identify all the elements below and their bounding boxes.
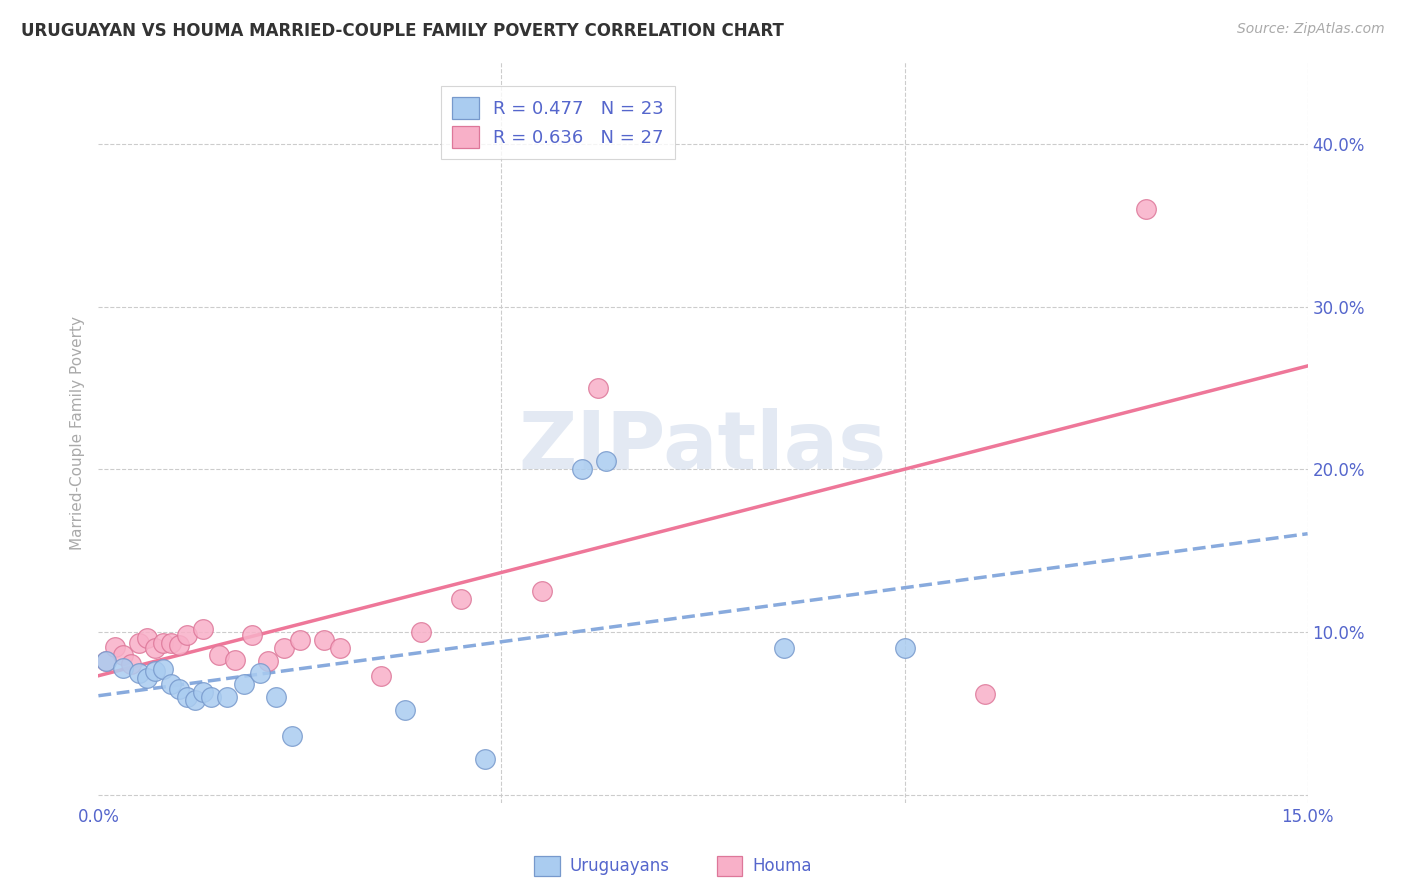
Point bbox=[111, 661, 134, 675]
Point bbox=[772, 641, 794, 656]
Point bbox=[160, 677, 183, 691]
Point bbox=[409, 624, 432, 639]
Point bbox=[1135, 202, 1157, 216]
Point bbox=[288, 633, 311, 648]
Legend: R = 0.477   N = 23, R = 0.636   N = 27: R = 0.477 N = 23, R = 0.636 N = 27 bbox=[441, 87, 675, 159]
Text: Houma: Houma bbox=[752, 857, 811, 875]
Point bbox=[135, 671, 157, 685]
Point bbox=[256, 654, 278, 668]
Point bbox=[135, 632, 157, 646]
Point bbox=[96, 654, 118, 668]
Point bbox=[128, 636, 150, 650]
Text: Uruguayans: Uruguayans bbox=[569, 857, 669, 875]
Point bbox=[167, 638, 190, 652]
Point bbox=[184, 693, 207, 707]
Point bbox=[120, 657, 142, 672]
Point bbox=[152, 636, 174, 650]
Point bbox=[176, 690, 198, 704]
Point bbox=[111, 648, 134, 662]
Point bbox=[329, 641, 352, 656]
Point bbox=[208, 648, 231, 662]
Point bbox=[96, 654, 118, 668]
Point bbox=[370, 669, 392, 683]
Point bbox=[143, 641, 166, 656]
Point bbox=[450, 592, 472, 607]
Point bbox=[176, 628, 198, 642]
Text: Source: ZipAtlas.com: Source: ZipAtlas.com bbox=[1237, 22, 1385, 37]
Point bbox=[249, 665, 271, 680]
Point bbox=[314, 633, 336, 648]
Point bbox=[394, 703, 416, 717]
Point bbox=[974, 687, 997, 701]
Point bbox=[167, 681, 190, 696]
Point bbox=[240, 628, 263, 642]
Y-axis label: Married-Couple Family Poverty: Married-Couple Family Poverty bbox=[69, 316, 84, 549]
Text: ZIPatlas: ZIPatlas bbox=[519, 409, 887, 486]
Point bbox=[152, 662, 174, 676]
Point bbox=[160, 636, 183, 650]
Point bbox=[893, 641, 915, 656]
Point bbox=[217, 690, 239, 704]
Text: URUGUAYAN VS HOUMA MARRIED-COUPLE FAMILY POVERTY CORRELATION CHART: URUGUAYAN VS HOUMA MARRIED-COUPLE FAMILY… bbox=[21, 22, 785, 40]
Point bbox=[530, 584, 553, 599]
Point bbox=[273, 641, 295, 656]
Point bbox=[128, 665, 150, 680]
Point bbox=[193, 685, 215, 699]
Point bbox=[474, 752, 496, 766]
Point bbox=[103, 640, 125, 654]
Point bbox=[224, 652, 246, 666]
Point bbox=[595, 454, 617, 468]
Point bbox=[281, 729, 304, 743]
Point bbox=[232, 677, 254, 691]
Point bbox=[264, 690, 287, 704]
Point bbox=[571, 462, 593, 476]
Point bbox=[586, 381, 609, 395]
Point bbox=[200, 690, 222, 704]
Point bbox=[143, 664, 166, 678]
Point bbox=[193, 622, 215, 636]
